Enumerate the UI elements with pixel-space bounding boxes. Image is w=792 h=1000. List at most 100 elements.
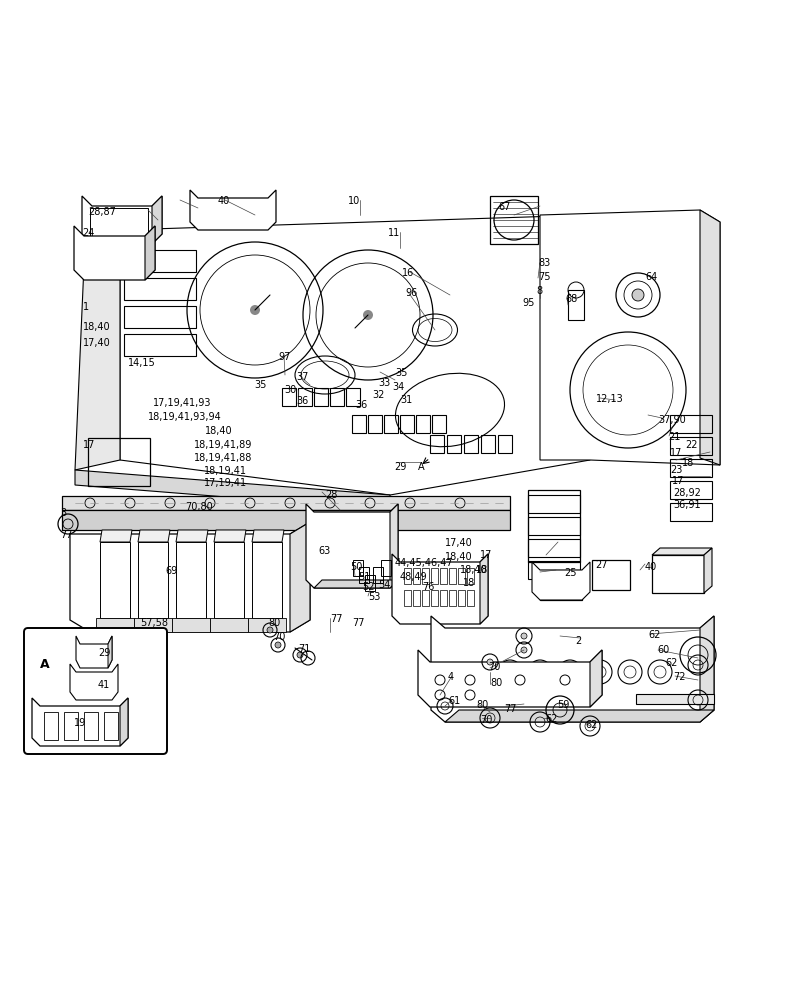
- Text: 21: 21: [668, 432, 680, 442]
- Polygon shape: [540, 210, 720, 465]
- Text: 77: 77: [504, 704, 516, 714]
- Polygon shape: [172, 618, 210, 632]
- Bar: [670, 459, 712, 477]
- Bar: [528, 539, 580, 557]
- Text: 41: 41: [98, 680, 110, 690]
- Bar: [368, 415, 382, 433]
- Polygon shape: [214, 530, 246, 542]
- Polygon shape: [431, 616, 714, 722]
- Text: 95: 95: [522, 298, 535, 308]
- Text: 53: 53: [368, 592, 380, 602]
- Polygon shape: [62, 496, 510, 510]
- Bar: [352, 415, 366, 433]
- Bar: [282, 388, 296, 406]
- Bar: [481, 435, 495, 453]
- Text: 4: 4: [448, 672, 454, 682]
- Polygon shape: [75, 230, 120, 470]
- Bar: [124, 250, 196, 272]
- Bar: [528, 490, 580, 562]
- Bar: [528, 561, 580, 579]
- Text: A: A: [40, 658, 50, 671]
- Polygon shape: [480, 554, 488, 624]
- Text: 3: 3: [60, 508, 66, 518]
- Bar: [528, 495, 580, 513]
- Text: 18,40: 18,40: [205, 426, 233, 436]
- Text: 36,91: 36,91: [673, 500, 701, 510]
- Text: 28,92: 28,92: [673, 488, 701, 498]
- Text: 72: 72: [673, 672, 686, 682]
- Text: 18,19,41,93,94: 18,19,41,93,94: [148, 412, 222, 422]
- Text: 18: 18: [463, 578, 475, 588]
- Bar: [422, 568, 429, 584]
- Bar: [84, 712, 98, 740]
- Polygon shape: [418, 650, 602, 707]
- Text: 12,13: 12,13: [596, 394, 624, 404]
- Polygon shape: [252, 530, 284, 542]
- Text: 11: 11: [388, 228, 400, 238]
- Bar: [670, 503, 712, 521]
- Bar: [298, 388, 312, 406]
- Bar: [670, 437, 712, 455]
- Polygon shape: [70, 664, 118, 700]
- Bar: [384, 415, 398, 433]
- Text: 36: 36: [296, 396, 308, 406]
- Text: 17,19,41: 17,19,41: [204, 478, 247, 488]
- Text: 27: 27: [595, 560, 607, 570]
- Polygon shape: [145, 226, 155, 280]
- Bar: [458, 568, 465, 584]
- Circle shape: [275, 642, 281, 648]
- Bar: [467, 590, 474, 606]
- Text: 2: 2: [575, 636, 581, 646]
- Bar: [440, 590, 447, 606]
- Bar: [430, 435, 444, 453]
- Polygon shape: [700, 616, 714, 722]
- Bar: [490, 196, 538, 244]
- Bar: [100, 542, 130, 618]
- Polygon shape: [152, 196, 162, 244]
- Bar: [314, 388, 328, 406]
- Text: 29: 29: [394, 462, 406, 472]
- Bar: [416, 415, 430, 433]
- Text: 83: 83: [538, 258, 550, 268]
- Text: 48,49: 48,49: [400, 572, 428, 582]
- Circle shape: [267, 627, 273, 633]
- Polygon shape: [76, 636, 112, 668]
- Circle shape: [521, 633, 527, 639]
- Bar: [449, 568, 456, 584]
- Text: 40: 40: [645, 562, 657, 572]
- Text: 71: 71: [298, 644, 310, 654]
- Polygon shape: [75, 470, 390, 510]
- Polygon shape: [96, 618, 134, 632]
- Text: 17,40: 17,40: [83, 338, 111, 348]
- Text: 33: 33: [378, 378, 390, 388]
- Text: 18,40: 18,40: [445, 552, 473, 562]
- Bar: [138, 542, 168, 618]
- Text: 16: 16: [402, 268, 414, 278]
- Text: 62: 62: [665, 658, 677, 668]
- Bar: [449, 590, 456, 606]
- Text: 59: 59: [557, 700, 569, 710]
- Bar: [670, 415, 712, 433]
- Text: 28,87: 28,87: [88, 207, 116, 217]
- Text: 37: 37: [296, 372, 308, 382]
- Text: 77: 77: [60, 530, 73, 540]
- Bar: [568, 290, 584, 320]
- Text: 19: 19: [74, 718, 86, 728]
- Bar: [88, 438, 150, 486]
- Bar: [636, 694, 714, 704]
- Bar: [381, 560, 391, 576]
- Text: 28: 28: [325, 490, 337, 500]
- Ellipse shape: [395, 373, 505, 447]
- Circle shape: [632, 289, 644, 301]
- Text: 23: 23: [670, 465, 683, 475]
- Polygon shape: [210, 618, 248, 632]
- Text: 18,40: 18,40: [460, 565, 488, 575]
- Text: 68: 68: [565, 294, 577, 304]
- Text: 29: 29: [98, 648, 110, 658]
- Polygon shape: [700, 210, 720, 465]
- Circle shape: [521, 647, 527, 653]
- Text: 76: 76: [422, 582, 434, 592]
- Text: 17: 17: [670, 448, 683, 458]
- Text: 60: 60: [657, 645, 669, 655]
- Bar: [431, 568, 438, 584]
